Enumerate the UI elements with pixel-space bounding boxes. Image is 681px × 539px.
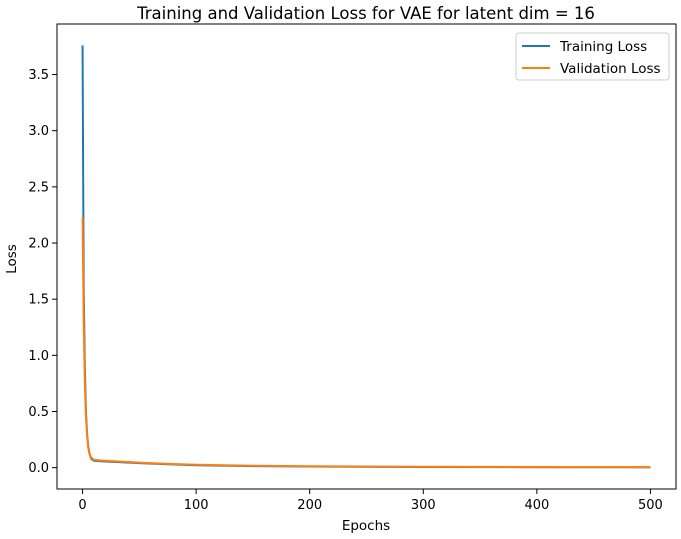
y-tick-label: 2.0 bbox=[28, 237, 49, 252]
y-tick-label: 0.0 bbox=[28, 461, 49, 476]
y-tick-label: 0.5 bbox=[28, 405, 49, 420]
series-line-validation-loss bbox=[81, 217, 651, 469]
x-axis-label: Epochs bbox=[342, 518, 390, 534]
legend-box bbox=[515, 32, 670, 81]
chart-title: Training and Validation Loss for VAE for… bbox=[136, 4, 595, 23]
x-tick-label: 400 bbox=[524, 498, 549, 513]
x-tick-label: 300 bbox=[411, 498, 436, 513]
y-tick-label: 2.5 bbox=[28, 180, 49, 195]
y-tick-label: 3.0 bbox=[28, 124, 49, 139]
legend-label-validation: Validation Loss bbox=[560, 61, 661, 77]
x-tick-label: 200 bbox=[297, 498, 322, 513]
plot-frame bbox=[56, 23, 677, 490]
x-tick-label: 500 bbox=[638, 498, 663, 513]
y-tick-label: 1.0 bbox=[28, 349, 49, 364]
x-tick-label: 0 bbox=[78, 498, 86, 513]
y-tick-label: 3.5 bbox=[28, 68, 49, 83]
y-axis-label: Loss bbox=[4, 244, 20, 274]
x-tick-label: 100 bbox=[184, 498, 209, 513]
y-tick-label: 1.5 bbox=[28, 293, 49, 308]
legend: Training Loss Validation Loss bbox=[515, 32, 670, 81]
legend-label-training: Training Loss bbox=[559, 39, 647, 55]
y-ticks: 0.0 0.5 1.0 1.5 2.0 2.5 3.0 3.5 bbox=[28, 68, 57, 476]
series-layer bbox=[81, 45, 651, 469]
x-ticks: 0 100 200 300 400 500 bbox=[78, 489, 663, 513]
